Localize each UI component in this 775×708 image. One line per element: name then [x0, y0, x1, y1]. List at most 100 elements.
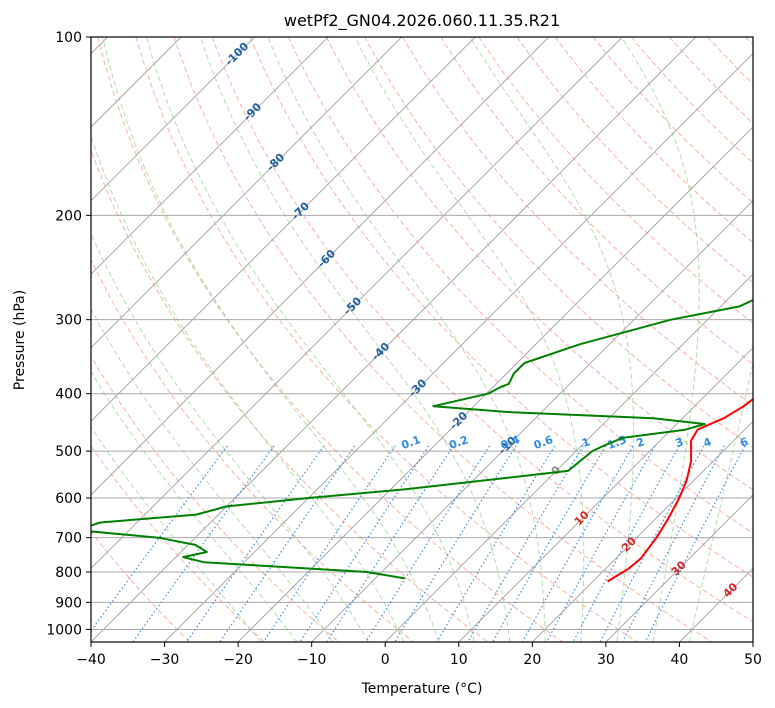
chart-title: wetPf2_GN04.2026.060.11.35.R21	[284, 11, 560, 31]
dry-adiabat	[669, 37, 753, 125]
dry-adiabat	[630, 37, 753, 164]
mixing-ratio-line	[436, 445, 556, 642]
dry-adiabat	[287, 37, 753, 534]
dry-adiabat	[554, 37, 753, 244]
x-axis-label: Temperature (°C)	[361, 681, 483, 697]
mixing-ratio-line	[186, 445, 325, 642]
temperature-profile-line	[606, 397, 753, 583]
y-tick-label: 400	[55, 387, 82, 403]
x-tick-label: −40	[76, 652, 106, 668]
isotherm-label: -90	[241, 100, 264, 123]
isotherm-line	[91, 37, 403, 349]
isotherm-line	[164, 52, 753, 642]
mixing-ratio-line	[262, 445, 396, 642]
x-tick-label: −30	[150, 652, 180, 668]
mixing-ratio-line	[467, 445, 584, 642]
x-tick-label: 50	[744, 652, 762, 668]
isotherm-line	[458, 347, 753, 642]
x-tick-label: 10	[450, 652, 468, 668]
y-tick-label: 1000	[46, 622, 82, 638]
mixing-ratio-line	[521, 445, 634, 642]
plot-frame	[90, 36, 754, 643]
isotherm-line	[91, 37, 623, 570]
y-tick-label: 600	[55, 491, 82, 507]
mixing-ratio-label: 0.6	[532, 433, 555, 452]
isotherm-line	[531, 420, 753, 642]
mixing-ratio-line	[644, 445, 746, 642]
dewpoint-profile-line	[91, 299, 753, 580]
dry-adiabat	[91, 258, 414, 642]
dry-adiabat	[91, 445, 265, 642]
dry-adiabat	[402, 37, 753, 407]
isotherm-label: 0	[549, 463, 564, 478]
moist-adiabat	[102, 37, 440, 642]
dry-adiabat	[91, 530, 191, 642]
mixing-ratio-line	[219, 445, 356, 642]
moist-adiabat	[91, 307, 334, 642]
moist-adiabat	[91, 134, 405, 642]
dry-adiabat	[516, 37, 753, 284]
isotherm-line	[237, 126, 753, 642]
y-tick-label: 300	[55, 313, 82, 329]
x-tick-label: 20	[523, 652, 541, 668]
mixing-ratio-line	[599, 445, 705, 642]
moist-adiabat	[469, 37, 635, 642]
dry-adiabat	[91, 355, 340, 642]
x-tick-label: 30	[597, 652, 615, 668]
mixing-ratio-line	[572, 445, 680, 642]
profile-series	[91, 299, 753, 583]
y-tick-label: 100	[55, 30, 82, 46]
mixing-ratio-label: 8	[768, 435, 775, 450]
x-axis: −40 −30 −20 −10 0 10 20 30 40 50	[76, 642, 762, 668]
y-tick-label: 800	[55, 565, 82, 581]
y-axis-label: Pressure (hPa)	[12, 290, 28, 390]
moist-adiabat	[91, 232, 369, 642]
mixing-ratio-line	[394, 445, 517, 642]
dry-adiabat	[211, 37, 753, 623]
x-tick-label: 40	[671, 652, 689, 668]
moist-adiabat	[267, 37, 546, 642]
x-tick-label: −10	[297, 652, 327, 668]
dry-adiabat	[326, 37, 753, 491]
y-tick-label: 700	[55, 531, 82, 547]
isotherm-line	[679, 567, 753, 642]
dry-adiabat	[745, 37, 753, 46]
mixing-ratio-label: 0.4	[499, 433, 522, 452]
background-grid	[91, 37, 753, 642]
y-tick-label: 200	[55, 208, 82, 224]
isotherm-line	[752, 641, 753, 642]
isotherm-line	[91, 37, 697, 642]
isotherm-label: -40	[369, 340, 392, 363]
isotherm-line	[91, 37, 256, 202]
moist-adiabat	[146, 37, 475, 642]
mixing-ratio-line	[365, 445, 491, 642]
isotherm-line	[91, 37, 550, 496]
moist-adiabat	[91, 426, 262, 642]
dry-adiabat	[440, 37, 753, 365]
dry-adiabat	[249, 37, 753, 578]
isotherm-line	[605, 494, 753, 642]
x-tick-label: 0	[381, 652, 390, 668]
y-tick-label: 900	[55, 595, 82, 611]
mixing-ratio-line	[326, 445, 454, 642]
mixing-ratio-label: 6	[738, 435, 750, 450]
mixing-ratio-label: 4	[702, 435, 714, 450]
isotherm-line	[311, 199, 753, 642]
moist-adiabat	[621, 37, 700, 642]
mixing-ratio-label: 1	[580, 435, 592, 450]
x-tick-label: −20	[223, 652, 253, 668]
moist-adiabat	[688, 360, 753, 642]
isotherm-line	[384, 273, 753, 642]
mixing-ratio-line	[546, 445, 656, 642]
mixing-ratio-label: 0.2	[447, 433, 470, 452]
mixing-ratio-label: 0.1	[400, 433, 423, 452]
mixing-ratio-label: 3	[674, 435, 686, 450]
dry-adiabat	[707, 37, 753, 85]
dry-adiabat	[173, 37, 713, 642]
dry-adiabat	[91, 148, 489, 642]
mixing-ratio-line	[492, 445, 607, 642]
moist-adiabat	[199, 37, 511, 642]
y-tick-label: 500	[55, 444, 82, 460]
isotherm-line	[91, 37, 329, 275]
